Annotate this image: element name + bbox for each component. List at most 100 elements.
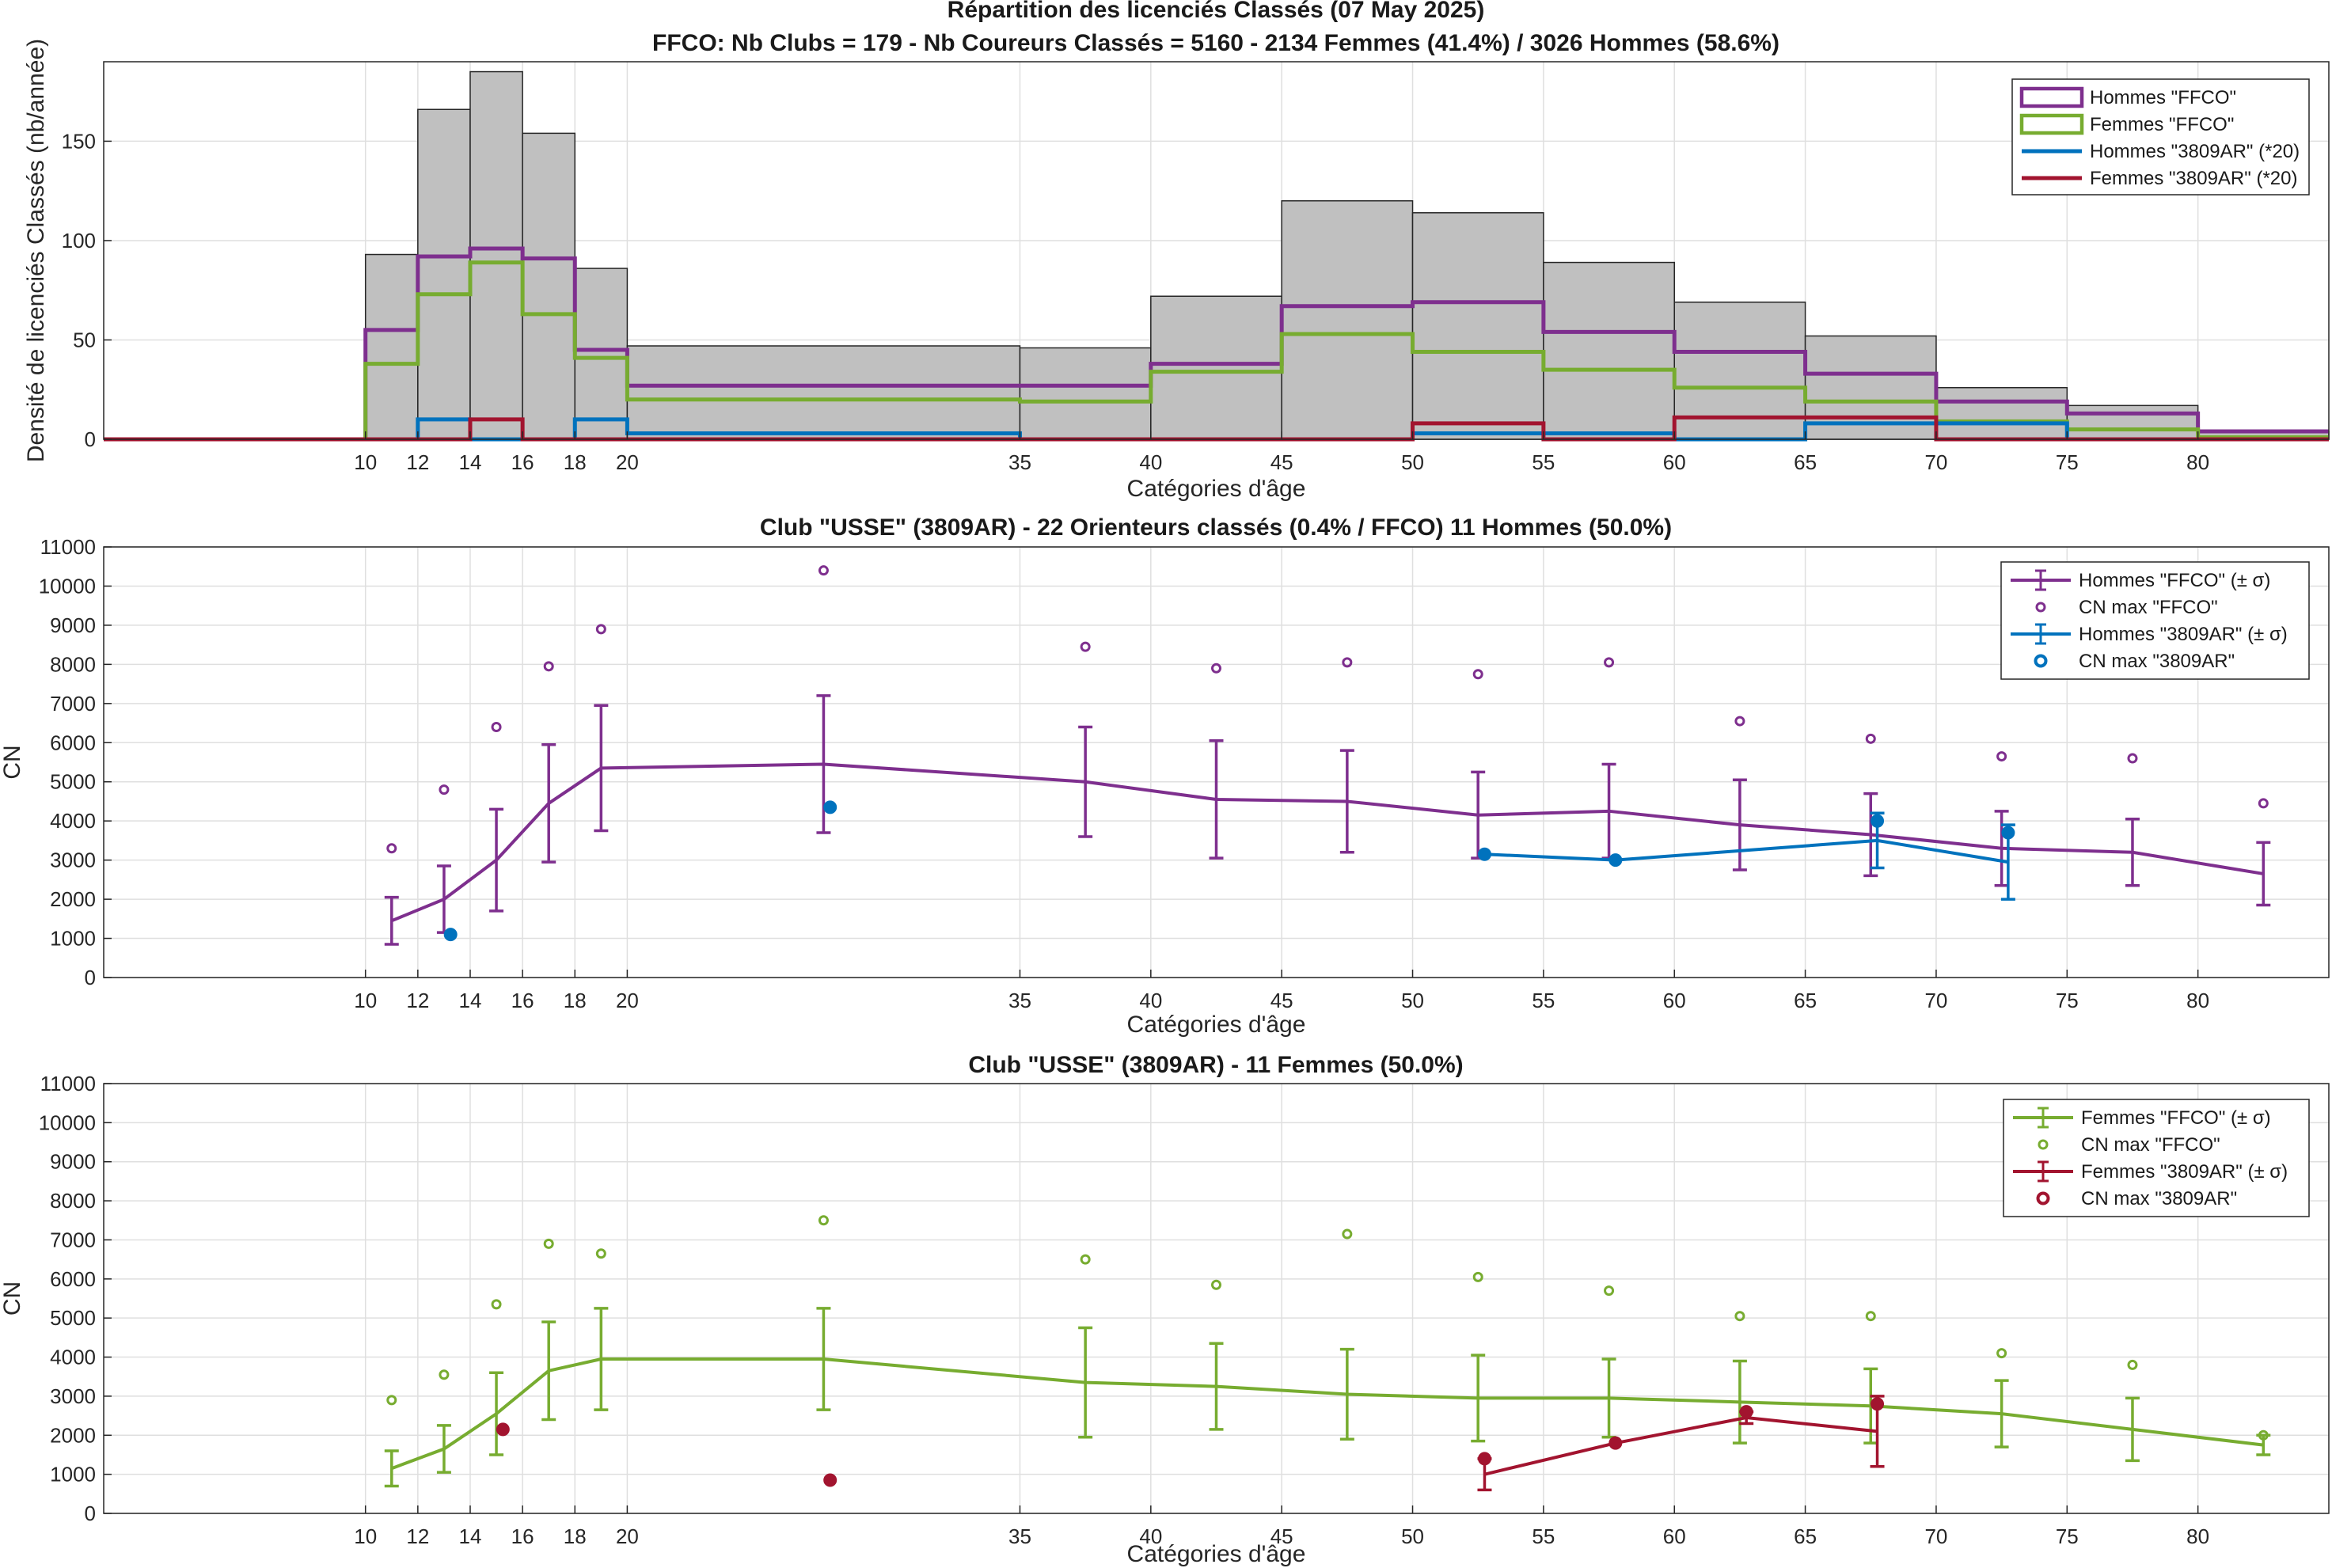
axes-box [103, 61, 2330, 440]
legend-box [2011, 78, 2310, 196]
y-tick-label: 11000 [40, 535, 96, 559]
legend-label: Femmes "3809AR" (± σ) [2081, 1161, 2288, 1183]
cn-max-point [439, 784, 450, 795]
x-tick-label: 14 [459, 1524, 482, 1548]
y-tick-label: 50 [73, 328, 96, 351]
legend-label: CN max "FFCO" [2081, 1134, 2220, 1156]
histogram-bar [1019, 347, 1152, 440]
histogram-bar [469, 70, 523, 440]
x-tick-label: 40 [1139, 989, 1162, 1012]
cn-max-point [818, 565, 829, 576]
cn-max-point [1865, 1311, 1876, 1322]
legend-label: Hommes "3809AR" (± σ) [2079, 624, 2288, 645]
y-tick-label: 4000 [50, 1346, 96, 1369]
x-tick-label: 50 [1401, 1524, 1424, 1548]
y-tick-label: 1000 [50, 1463, 96, 1486]
legend-swatch-marker [2038, 1139, 2049, 1150]
cn-max-point [1734, 1311, 1745, 1322]
x-tick-label: 35 [1008, 1524, 1031, 1548]
x-tick-label: 65 [1794, 989, 1817, 1012]
x-tick-label: 60 [1663, 989, 1686, 1012]
women-panel-title: Club "USSE" (3809AR) - 11 Femmes (50.0%) [968, 1052, 1463, 1078]
cn-max-point [2127, 753, 2138, 764]
x-tick-label: 18 [564, 1524, 587, 1548]
x-tick-label: 12 [406, 989, 429, 1012]
histogram-bar [626, 345, 1021, 440]
legend-swatch-marker [2035, 602, 2046, 613]
x-tick-label: 40 [1139, 450, 1162, 474]
cn-max-point [1472, 1271, 1483, 1282]
y-tick-label: 8000 [50, 652, 96, 676]
y-tick-label: 0 [85, 1502, 96, 1525]
club-cn-max-point [2001, 826, 2015, 840]
y-tick-label: 6000 [50, 731, 96, 754]
x-tick-label: 55 [1532, 450, 1555, 474]
x-tick-label: 16 [511, 450, 534, 474]
y-tick-label: 10000 [39, 1111, 96, 1134]
club-cn-max-point [1739, 1405, 1753, 1419]
x-tick-label: 60 [1663, 450, 1686, 474]
cn-max-point [1604, 657, 1615, 668]
x-tick-label: 12 [406, 450, 429, 474]
x-tick-label: 75 [2056, 989, 2079, 1012]
legend-label: CN max "FFCO" [2079, 597, 2218, 618]
histogram-bar [1411, 212, 1544, 440]
cn-max-point [491, 1299, 502, 1310]
cn-max-point [2127, 1359, 2138, 1370]
histogram-subtitle: FFCO: Nb Clubs = 179 - Nb Coureurs Class… [652, 30, 1779, 56]
series-line [1484, 1416, 1878, 1476]
legend-swatch [2019, 86, 2084, 108]
x-tick-label: 18 [564, 989, 587, 1012]
cn-max-point [386, 1395, 397, 1406]
histogram-title: Répartition des licenciés Classés (07 Ma… [948, 0, 1485, 23]
x-tick-label: 45 [1270, 450, 1293, 474]
cn-max-point [1996, 1348, 2007, 1359]
cn-max-point [1342, 657, 1353, 668]
plot-area [104, 1084, 2329, 1513]
y-tick-label: 2000 [50, 887, 96, 911]
y-axis-label: Densité de licenciés Classés (nb/année) [23, 39, 49, 462]
cn-max-point [386, 843, 397, 854]
y-tick-label: 4000 [50, 809, 96, 833]
histogram-bar [364, 253, 419, 440]
x-tick-label: 10 [354, 450, 377, 474]
x-tick-label: 65 [1794, 450, 1817, 474]
x-tick-label: 14 [459, 450, 482, 474]
club-cn-max-point [1608, 853, 1623, 868]
x-tick-label: 60 [1663, 1524, 1686, 1548]
cn-max-point [439, 1369, 450, 1380]
x-tick-label: 55 [1532, 1524, 1555, 1548]
y-axis-label: CN [0, 745, 25, 779]
x-tick-label: 80 [2186, 450, 2209, 474]
y-tick-label: 11000 [40, 1072, 96, 1095]
club-cn-max-point [823, 800, 837, 814]
series-line [391, 762, 2264, 923]
y-tick-label: 0 [85, 966, 96, 989]
x-tick-label: 20 [616, 989, 639, 1012]
legend-label: CN max "3809AR" [2079, 651, 2235, 672]
histogram-bar [1281, 199, 1414, 440]
x-tick-label: 35 [1008, 450, 1031, 474]
cn-max-point [818, 1215, 829, 1226]
legend-label: Femmes "FFCO" (± σ) [2081, 1107, 2271, 1129]
club-cn-max-point [1871, 814, 1885, 828]
club-cn-max-point [443, 928, 458, 942]
club-cn-max-point [1477, 1452, 1491, 1466]
y-tick-label: 8000 [50, 1189, 96, 1213]
cn-max-point [1080, 1254, 1091, 1265]
x-tick-label: 50 [1401, 450, 1424, 474]
x-tick-label: 75 [2056, 450, 2079, 474]
cn-max-point [1472, 669, 1483, 680]
x-tick-label: 70 [1924, 989, 1947, 1012]
x-tick-label: 10 [354, 989, 377, 1012]
x-tick-label: 16 [511, 1524, 534, 1548]
histogram-bar [522, 132, 576, 440]
club-cn-max-point [823, 1473, 837, 1487]
histogram-bar [574, 268, 629, 440]
x-tick-label: 65 [1794, 1524, 1817, 1548]
histogram-bar [2066, 404, 2199, 440]
legend-swatch [2019, 113, 2084, 135]
y-tick-label: 9000 [50, 613, 96, 637]
x-tick-label: 18 [564, 450, 587, 474]
